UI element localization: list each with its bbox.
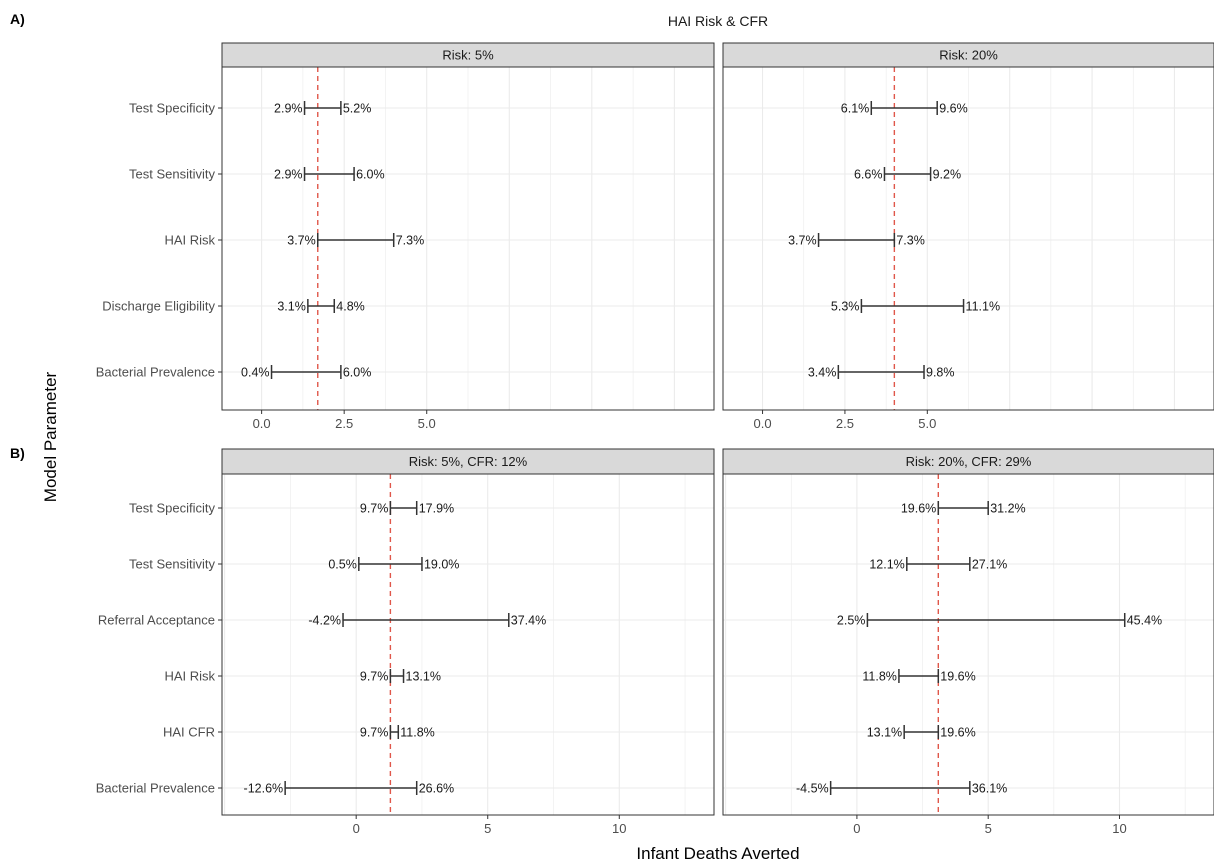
panel-strip-label: Risk: 5%, CFR: 12% [409,454,528,469]
high-value-label: 19.6% [940,670,975,684]
x-tick-label: 10 [1112,821,1126,836]
panel-border [221,66,715,411]
y-tick-label: HAI CFR [163,725,215,740]
low-value-label: -12.6% [244,782,284,796]
low-value-label: -4.5% [796,782,829,796]
low-value-label: 6.6% [854,168,883,182]
high-value-label: 9.6% [939,102,968,116]
y-tick-label: Discharge Eligibility [102,299,215,314]
y-tick-label: Test Sensitivity [129,557,215,572]
high-value-label: 45.4% [1127,614,1162,628]
high-value-label: 6.0% [343,366,372,380]
low-value-label: 2.9% [274,168,303,182]
y-tick-label: HAI Risk [164,233,215,248]
high-value-label: 11.1% [966,300,1001,314]
x-tick-label: 0.0 [754,416,772,431]
panel-strip [221,42,715,68]
low-value-label: 12.1% [869,558,904,572]
low-value-label: 19.6% [901,502,936,516]
x-tick-label: 5 [484,821,491,836]
y-tick-label: Test Sensitivity [129,167,215,182]
high-value-label: 19.6% [940,726,975,740]
low-value-label: 5.3% [831,300,860,314]
section-b-label: B) [10,445,25,461]
panel-strip-label: Risk: 5% [442,48,494,63]
high-value-label: 36.1% [972,782,1007,796]
low-value-label: 3.4% [808,366,837,380]
panel-strip-label: Risk: 20%, CFR: 29% [906,454,1032,469]
panel-strip [722,42,1214,68]
high-value-label: 7.3% [896,234,925,248]
high-value-label: 4.8% [336,300,365,314]
low-value-label: 2.5% [837,614,866,628]
low-value-label: 13.1% [867,726,902,740]
panel-strip [722,448,1214,475]
section-a-label: A) [10,11,25,27]
high-value-label: 9.2% [933,168,962,182]
panel-border [221,473,715,816]
high-value-label: 37.4% [511,614,546,628]
high-value-label: 6.0% [356,168,385,182]
high-value-label: 26.6% [419,782,454,796]
low-value-label: 3.7% [287,234,316,248]
low-value-label: 9.7% [360,726,389,740]
panel-background [222,474,714,815]
high-value-label: 9.8% [926,366,955,380]
x-tick-label: 10 [612,821,626,836]
low-value-label: 2.9% [274,102,303,116]
high-value-label: 19.0% [424,558,459,572]
panel-2: Risk: 20% 6.1% 9.6% 6.6% 9.2% 3.7% 7.3% 5.3% 11.… [722,42,1214,431]
x-tick-label: 0.0 [253,416,271,431]
low-value-label: 0.4% [241,366,270,380]
y-tick-label: Test Specificity [129,101,215,116]
x-tick-label: 2.5 [836,416,854,431]
x-tick-label: 5.0 [418,416,436,431]
high-value-label: 31.2% [990,502,1025,516]
panel-border [722,473,1214,816]
y-tick-label: Bacterial Prevalence [96,365,215,380]
low-value-label: -4.2% [308,614,341,628]
panel-strip-label: Risk: 20% [939,48,998,63]
x-tick-label: 0 [353,821,360,836]
y-tick-label: HAI Risk [164,669,215,684]
y-tick-label: Referral Acceptance [98,613,215,628]
y-tick-label: Bacterial Prevalence [96,781,215,796]
panel-1: Risk: 5% 2.9% 5.2% Test Specificity 2.9% 6.0%… [96,42,715,431]
x-tick-label: 5 [985,821,992,836]
x-tick-label: 0 [853,821,860,836]
high-value-label: 17.9% [419,502,454,516]
panel-4: Risk: 20%, CFR: 29% 19.6% 31.2% 12.1% 27.1% 2… [722,448,1214,836]
high-value-label: 7.3% [396,234,425,248]
panel-3: Risk: 5%, CFR: 12% 9.7% 17.9% Test Specific… [96,448,715,836]
x-tick-label: 2.5 [335,416,353,431]
x-tick-label: 5.0 [918,416,936,431]
y-tick-label: Test Specificity [129,501,215,516]
low-value-label: 9.7% [360,502,389,516]
panel-border [722,66,1214,411]
panels-group: Risk: 5% 2.9% 5.2% Test Specificity 2.9% 6.0%… [96,42,1214,836]
low-value-label: 0.5% [328,558,357,572]
panel-strip [221,448,715,475]
high-value-label: 13.1% [406,670,441,684]
panel-background [723,474,1214,815]
low-value-label: 3.1% [277,300,306,314]
high-value-label: 11.8% [400,726,435,740]
low-value-label: 9.7% [360,670,389,684]
y-axis-label: Model Parameter [41,371,60,502]
figure-title: HAI Risk & CFR [668,13,768,29]
x-axis-label: Infant Deaths Averted [636,844,799,863]
low-value-label: 11.8% [862,670,897,684]
low-value-label: 3.7% [788,234,817,248]
high-value-label: 5.2% [343,102,372,116]
low-value-label: 6.1% [841,102,870,116]
high-value-label: 27.1% [972,558,1007,572]
